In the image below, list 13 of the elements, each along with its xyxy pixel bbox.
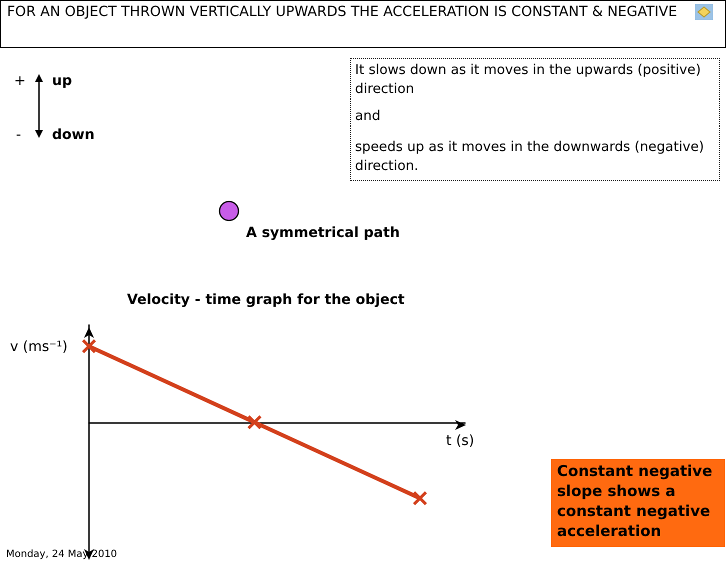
y-axis-title: v (ms⁻¹): [10, 338, 68, 357]
text: and: [350, 99, 720, 126]
text: -: [16, 126, 22, 145]
text: speeds up as it moves in the downwards (negative) direction.: [350, 126, 720, 181]
x-axis-title: t (s): [446, 432, 474, 451]
text: FOR AN OBJECT THROWN VERTICALLY UPWARDS THE ACCELERATION IS CONSTANT & NEGATIVE: [0, 0, 726, 48]
text: A symmetrical path: [246, 224, 400, 243]
text: down: [52, 126, 95, 145]
text: +: [14, 72, 26, 91]
chart-title: Velocity - time graph for the object: [127, 292, 405, 308]
text: up: [52, 72, 72, 91]
text: Constant negative slope shows a constant negative acceleration: [551, 459, 725, 547]
text: It slows down as it moves in the upwards (positive) direction: [350, 58, 720, 99]
